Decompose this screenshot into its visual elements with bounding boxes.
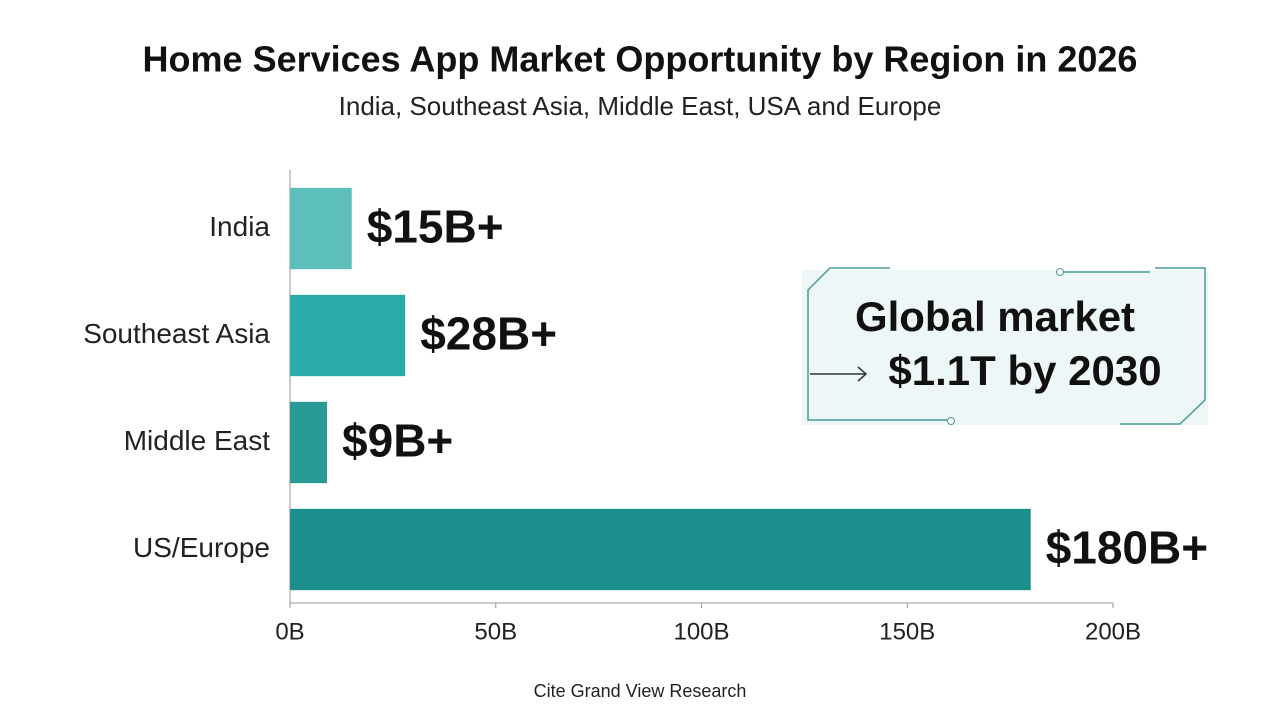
annotation-border: [1060, 267, 1206, 425]
bar: [290, 508, 1031, 591]
annotation-border: [807, 267, 950, 421]
y-tick-label: US/Europe: [133, 532, 270, 563]
annotation-arrow: [810, 366, 868, 382]
chart-title: Home Services App Market Opportunity by …: [143, 39, 1138, 80]
x-tick-label: 0B: [275, 618, 304, 645]
bar: [290, 187, 352, 270]
y-tick-label: India: [209, 211, 270, 242]
value-label: $28B+: [420, 308, 557, 360]
annotation-dot: [947, 417, 955, 425]
annotation-text: Global market: [855, 293, 1135, 340]
value-label: $9B+: [342, 415, 453, 467]
bar: [290, 401, 328, 484]
value-label: $180B+: [1046, 522, 1208, 574]
annotation-frame: [802, 267, 1208, 425]
y-tick-label: Middle East: [124, 425, 271, 456]
annotation-box: [802, 270, 1208, 425]
chart-subtitle: India, Southeast Asia, Middle East, USA …: [339, 91, 942, 121]
x-tick-label: 100B: [673, 618, 729, 645]
x-tick-label: 50B: [474, 618, 517, 645]
source-note: Cite Grand View Research: [534, 681, 747, 701]
annotation-text: $1.1T by 2030: [888, 347, 1161, 394]
x-tick-label: 200B: [1085, 618, 1141, 645]
value-label: $15B+: [367, 201, 504, 253]
y-tick-label: Southeast Asia: [83, 318, 270, 349]
bar: [290, 294, 406, 377]
annotation-dot: [1056, 268, 1064, 276]
x-tick-label: 150B: [879, 618, 935, 645]
